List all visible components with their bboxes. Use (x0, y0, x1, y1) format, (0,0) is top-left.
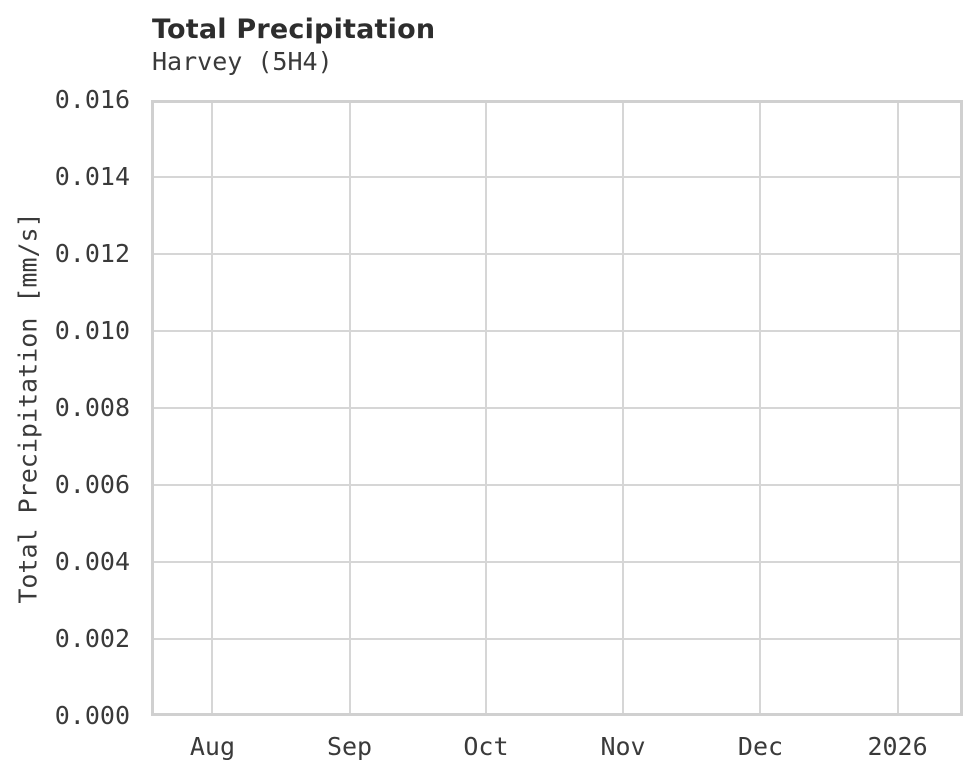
y-tick-label: 0.008 (54, 393, 130, 422)
x-tick-label: Oct (463, 732, 509, 761)
y-tick-label: 0.010 (54, 316, 130, 345)
y-tick-label: 0.016 (54, 85, 130, 114)
y-tick-label: 0.000 (54, 701, 130, 730)
y-tick-label: 0.004 (54, 547, 130, 576)
x-axis-tick-labels: Aug Sep Oct Nov Dec 2026 (151, 734, 963, 766)
y-gridline (154, 407, 960, 409)
x-tick-label: 2026 (867, 732, 928, 761)
y-gridline (154, 253, 960, 255)
y-gridline (154, 176, 960, 178)
y-gridline (154, 484, 960, 486)
y-tick-label: 0.014 (54, 162, 130, 191)
y-gridline (154, 561, 960, 563)
plot-area (151, 100, 963, 716)
y-axis-tick-labels: 0.000 0.002 0.004 0.006 0.008 0.010 0.012 0.014… (0, 87, 130, 729)
y-tick-label: 0.012 (54, 239, 130, 268)
x-tick-label: Nov (600, 732, 646, 761)
chart-subtitle: Harvey (5H4) (152, 47, 333, 76)
x-tick-label: Aug (189, 732, 236, 761)
y-tick-label: 0.002 (54, 624, 130, 653)
x-tick-label: Sep (326, 732, 373, 761)
chart-title: Total Precipitation (152, 14, 436, 45)
x-tick-label: Dec (737, 732, 784, 761)
y-gridline (154, 638, 960, 640)
y-tick-label: 0.006 (54, 470, 130, 499)
y-gridline (154, 330, 960, 332)
